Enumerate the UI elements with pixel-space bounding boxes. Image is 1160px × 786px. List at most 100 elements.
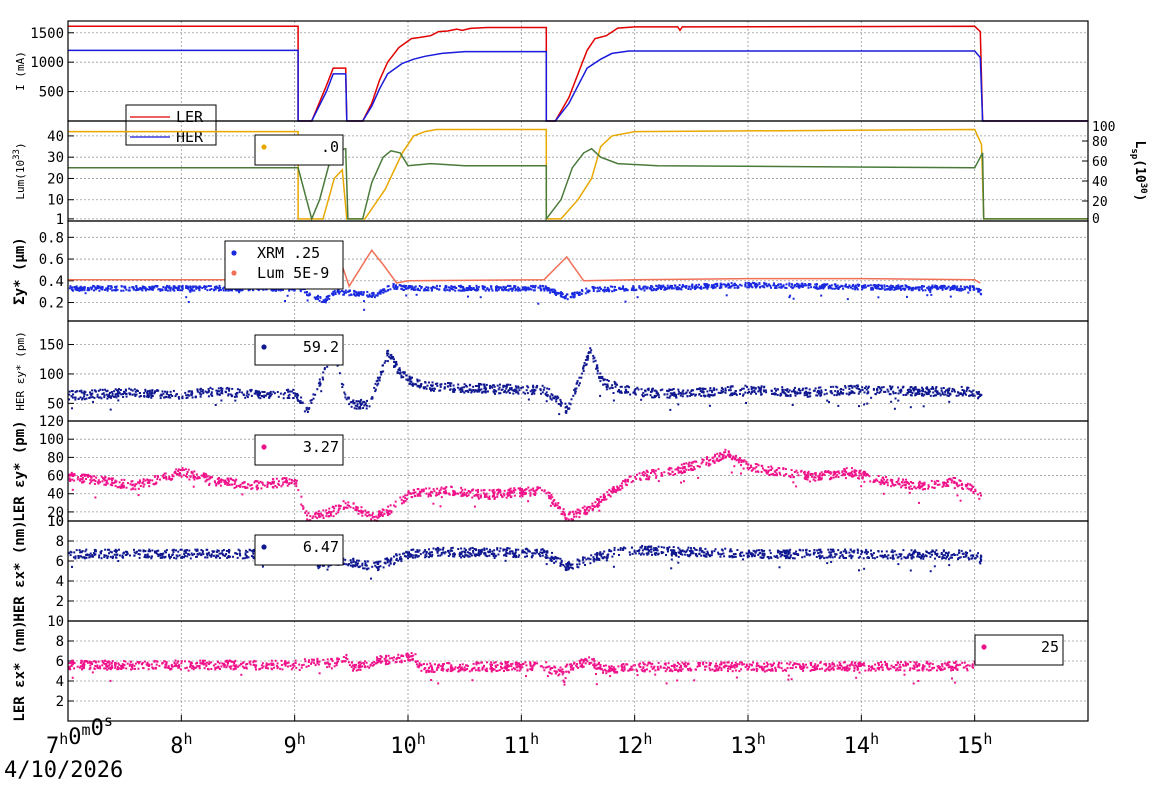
data-point xyxy=(152,395,154,397)
data-point xyxy=(156,478,158,480)
data-point xyxy=(839,286,841,288)
data-point xyxy=(541,489,543,491)
data-point xyxy=(691,394,693,396)
data-point xyxy=(552,291,554,293)
data-point xyxy=(912,388,914,390)
data-point xyxy=(760,394,762,396)
data-point xyxy=(579,382,581,384)
data-point xyxy=(936,288,938,290)
data-point xyxy=(118,388,120,390)
data-point xyxy=(927,488,929,490)
data-point xyxy=(309,294,311,296)
y-tick-label: 20 xyxy=(47,171,64,187)
data-point xyxy=(870,397,872,399)
data-point xyxy=(511,290,513,292)
data-point xyxy=(673,287,675,289)
data-point xyxy=(131,286,133,288)
data-point xyxy=(972,390,974,392)
data-point xyxy=(579,292,581,294)
data-point xyxy=(956,395,958,397)
data-point xyxy=(450,382,452,384)
data-point xyxy=(249,485,251,487)
data-point xyxy=(185,296,187,298)
data-point xyxy=(722,457,724,459)
data-point xyxy=(873,389,875,391)
data-point xyxy=(572,395,574,397)
data-point xyxy=(372,292,374,294)
data-point xyxy=(675,469,677,471)
data-point xyxy=(740,464,742,466)
data-point xyxy=(833,471,835,473)
data-point xyxy=(545,285,547,287)
data-point xyxy=(313,398,315,400)
data-point xyxy=(184,392,186,394)
data-point xyxy=(876,389,878,391)
data-point xyxy=(242,486,244,488)
data-point xyxy=(757,470,759,472)
data-point xyxy=(669,397,671,399)
data-point xyxy=(634,393,636,395)
data-point xyxy=(867,392,869,394)
data-point xyxy=(776,474,778,476)
data-point xyxy=(328,295,330,297)
data-point xyxy=(581,290,583,292)
data-point xyxy=(529,287,531,289)
data-point xyxy=(162,393,164,395)
data-point xyxy=(439,384,441,386)
data-point xyxy=(527,500,529,502)
data-point xyxy=(597,287,599,289)
data-point xyxy=(393,358,395,360)
data-point xyxy=(759,282,761,284)
data-point xyxy=(409,492,411,494)
data-point xyxy=(433,548,435,550)
data-point xyxy=(132,488,134,490)
data-point xyxy=(954,477,956,479)
data-point xyxy=(415,383,417,385)
data-point xyxy=(648,476,650,478)
data-point xyxy=(116,286,118,288)
data-point xyxy=(720,285,722,287)
data-point xyxy=(251,395,253,397)
data-point xyxy=(834,288,836,290)
data-point xyxy=(382,508,384,510)
data-point xyxy=(912,392,914,394)
data-point xyxy=(532,488,534,490)
data-point xyxy=(895,554,897,556)
data-point xyxy=(935,394,937,396)
data-point xyxy=(720,390,722,392)
data-point xyxy=(360,401,362,403)
data-point xyxy=(433,390,435,392)
data-point xyxy=(680,467,682,469)
data-point xyxy=(193,479,195,481)
data-point xyxy=(418,493,420,495)
data-point xyxy=(378,514,380,516)
data-point xyxy=(341,290,343,292)
data-point xyxy=(748,391,750,393)
data-point xyxy=(960,285,962,287)
data-point xyxy=(335,505,337,507)
data-point xyxy=(185,468,187,470)
data-point xyxy=(187,287,189,289)
data-point xyxy=(599,380,601,382)
data-point xyxy=(879,285,881,287)
data-point xyxy=(706,390,708,392)
data-point xyxy=(377,377,379,379)
data-point xyxy=(540,393,542,395)
data-point xyxy=(792,481,794,483)
data-point xyxy=(409,377,411,379)
data-point xyxy=(341,386,343,388)
data-point xyxy=(149,479,151,481)
data-point xyxy=(470,289,472,291)
data-point xyxy=(691,285,693,287)
data-point xyxy=(239,389,241,391)
data-point xyxy=(177,470,179,472)
data-point xyxy=(72,489,74,491)
data-point xyxy=(779,395,781,397)
data-point xyxy=(276,478,278,480)
data-point xyxy=(366,568,368,570)
data-point xyxy=(845,552,847,554)
data-point xyxy=(459,492,461,494)
data-point xyxy=(611,556,613,558)
data-point xyxy=(115,290,117,292)
data-point xyxy=(848,285,850,287)
